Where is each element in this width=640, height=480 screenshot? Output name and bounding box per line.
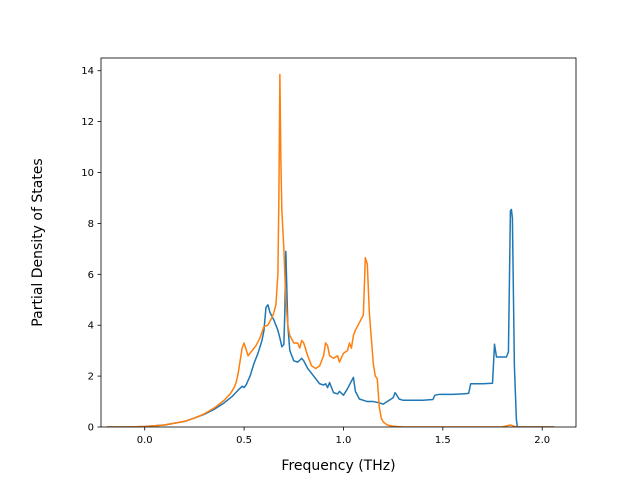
plot-layer (106, 73, 555, 427)
y-tick-label: 6 (88, 270, 94, 281)
y-axis-label: Partial Density of States (30, 158, 46, 326)
axes-frame (100, 57, 577, 428)
y-tick-label: 4 (88, 321, 94, 332)
series-line-1 (106, 208, 555, 427)
x-tick-label: 1.0 (336, 435, 352, 446)
y-tick-label: 8 (88, 219, 94, 230)
y-tick-label: 0 (88, 423, 94, 434)
x-tick-label: 0.0 (137, 435, 153, 446)
y-tick-label: 10 (81, 168, 94, 179)
y-tick-label: 14 (81, 66, 94, 77)
y-tick-label: 12 (81, 117, 94, 128)
x-tick-label: 2.0 (534, 435, 550, 446)
axes-layer (100, 57, 577, 428)
x-axis-label: Frequency (THz) (281, 458, 395, 474)
ticks-layer: 0.0 0.5 1.0 1.5 2.0 0 2 4 6 8 10 12 14 (81, 66, 550, 446)
y-tick-label: 2 (88, 372, 94, 383)
series-line-2 (106, 73, 555, 427)
x-tick-label: 0.5 (236, 435, 252, 446)
x-tick-label: 1.5 (435, 435, 451, 446)
